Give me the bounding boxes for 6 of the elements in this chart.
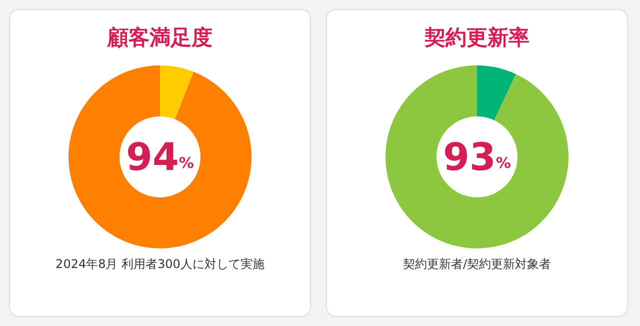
text: 2024年8月 利用者300人に対して実施 [56,257,264,271]
data-label: 93% [443,134,511,179]
text: 契約更新者/契約更新対象者 [402,257,552,271]
chart-title: 顧客満足度 [106,26,212,50]
data-label: 94% [126,134,194,179]
chart-title: 契約更新率 [424,26,530,50]
